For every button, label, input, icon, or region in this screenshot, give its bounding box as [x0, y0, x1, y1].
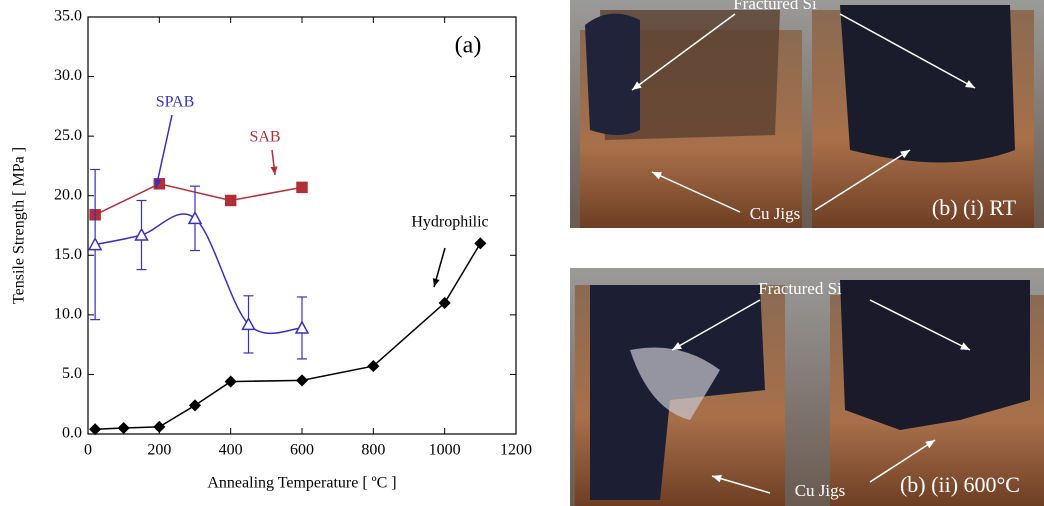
x-tick-label: 1200 [500, 442, 532, 459]
y-axis-label: Tensile Strength [ MPa ] [11, 147, 28, 304]
y-tick-label: 35.0 [54, 8, 82, 25]
series-label: SPAB [156, 94, 195, 111]
x-tick-label: 1000 [429, 442, 461, 459]
photo-caption: (b) (ii) 600°C [900, 472, 1020, 497]
photo-rt [570, 0, 1044, 228]
photo-600c [570, 268, 1044, 506]
x-tick-label: 600 [290, 442, 314, 459]
marker [154, 422, 164, 432]
x-tick-label: 400 [219, 442, 243, 459]
marker [136, 229, 148, 240]
marker [189, 212, 201, 223]
y-tick-label: 30.0 [54, 67, 82, 84]
x-tick-label: 800 [361, 442, 385, 459]
y-tick-label: 25.0 [54, 127, 82, 144]
marker [297, 182, 307, 192]
marker [226, 195, 236, 205]
figure: 0.0 5.0 10.0 15.0 20.0 25.0 30.0 35.0 0 200 400 600… [0, 0, 1044, 506]
marker [119, 423, 129, 433]
marker [190, 400, 200, 410]
y-tick-label: 15.0 [54, 246, 82, 263]
photo-label: Cu Jigs [750, 204, 801, 223]
photo-caption: (b) (i) RT [932, 195, 1017, 220]
marker [297, 375, 307, 385]
page: {"chart_data": {"type": "line", "x_label… [0, 0, 1044, 506]
series-line [95, 214, 302, 333]
y-tick-label: 10.0 [54, 306, 82, 323]
marker [226, 377, 236, 387]
series-label: SAB [249, 129, 280, 146]
y-tick-label: 20.0 [54, 186, 82, 203]
y-tick-label: 0.0 [62, 425, 82, 442]
marker [475, 238, 485, 248]
x-tick-label: 200 [147, 442, 171, 459]
x-tick-label: 0 [84, 442, 92, 459]
series-label: Hydrophilic [411, 214, 488, 231]
arrow-head [271, 166, 278, 175]
series-line [95, 243, 480, 429]
arrow [156, 115, 172, 188]
panel-label: (a) [455, 33, 482, 59]
photo-label: Fractured Si [758, 279, 842, 298]
photo-label: Cu Jigs [795, 481, 846, 500]
y-tick-label: 5.0 [62, 365, 82, 382]
arrow-head [433, 278, 440, 287]
marker [90, 424, 100, 434]
series-line [95, 184, 302, 215]
marker [296, 322, 308, 333]
photo-label: Fractured Si [733, 0, 817, 13]
x-axis-label: Annealing Temperature [ ºC ] [207, 475, 396, 492]
